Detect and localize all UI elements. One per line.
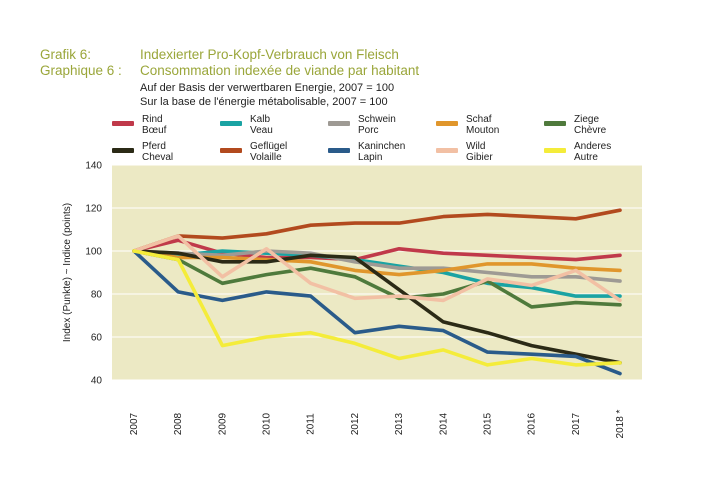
legend-label: Wild Gibier (466, 141, 493, 163)
legend-swatch (112, 121, 134, 126)
series-line-wild (132, 234, 622, 303)
series-line-pferd (132, 249, 622, 365)
legend-label: Rind Bœuf (142, 114, 167, 136)
legend-label: Ziege Chèvre (574, 114, 607, 136)
y-tick-label-80: 80 (91, 290, 103, 301)
legend-label: Geflügel Volaille (250, 141, 288, 163)
x-tick-label-4: 2011 (306, 413, 317, 435)
legend-item-kalb: Kalb Veau (220, 114, 330, 138)
chart-subtitle-de: Auf der Basis der verwertbaren Energie, … (140, 82, 395, 94)
legend-item-schaf: Schaf Mouton (436, 114, 546, 138)
series-line-kaninchen (132, 249, 622, 376)
x-tick-label-9: 2016 (527, 412, 538, 435)
legend-swatch (436, 148, 458, 153)
legend-item-wild: Wild Gibier (436, 141, 546, 165)
x-tick-label-10: 2017 (571, 412, 582, 435)
x-tick-label-3: 2010 (262, 412, 273, 435)
y-tick-label-40: 40 (91, 376, 103, 387)
legend-item-anderes: Anderes Autre (544, 141, 654, 165)
chart-subtitle-fr: Sur la base de l'énergie métabolisable, … (140, 96, 388, 108)
y-tick-label-100: 100 (85, 247, 102, 258)
series-line-gefl-gel (132, 208, 622, 253)
legend-swatch (220, 148, 242, 153)
legend-swatch (544, 148, 566, 153)
series-line-anderes (132, 249, 622, 367)
x-tick-label-0: 2007 (129, 412, 140, 435)
legend-swatch (220, 121, 242, 126)
legend-label: Pferd Cheval (142, 141, 174, 163)
legend-swatch (328, 121, 350, 126)
y-tick-label-120: 120 (85, 204, 102, 215)
legend-label: Schaf Mouton (466, 114, 500, 136)
figure-label-de: Grafik 6: (40, 47, 92, 62)
series-line-schwein (132, 249, 622, 283)
x-tick-label-1: 2008 (173, 412, 184, 435)
chart-title-de: Indexierter Pro-Kopf-Verbrauch von Fleis… (140, 47, 399, 62)
legend-swatch (544, 121, 566, 126)
x-tick-label-2: 2009 (217, 412, 228, 435)
legend-item-gefl-gel: Geflügel Volaille (220, 141, 330, 165)
figure-label-fr: Graphique 6 : (40, 63, 122, 78)
legend-swatch (436, 121, 458, 126)
y-tick-label-140: 140 (85, 161, 102, 172)
x-tick-label-11: 2018 * (615, 409, 626, 438)
legend-label: Schwein Porc (358, 114, 396, 136)
x-tick-label-7: 2014 (438, 412, 449, 435)
legend-item-schwein: Schwein Porc (328, 114, 438, 138)
legend-swatch (328, 148, 350, 153)
legend-label: Anderes Autre (574, 141, 612, 163)
legend-item-kaninchen: Kaninchen Lapin (328, 141, 438, 165)
chart-title-fr: Consommation indexée de viande par habit… (140, 63, 420, 78)
legend-label: Kaninchen Lapin (358, 141, 406, 163)
series-line-kalb (132, 249, 622, 298)
legend-item-rind: Rind Bœuf (112, 114, 222, 138)
x-tick-label-8: 2015 (482, 412, 493, 435)
x-tick-label-5: 2012 (350, 412, 361, 435)
series-line-ziege (132, 249, 622, 309)
y-axis-title: Index (Punkte) ~ Indice (points) (62, 203, 73, 342)
legend-label: Kalb Veau (250, 114, 273, 136)
x-tick-label-6: 2013 (394, 412, 405, 435)
legend-item-ziege: Ziege Chèvre (544, 114, 654, 138)
y-tick-label-60: 60 (91, 333, 103, 344)
legend-swatch (112, 148, 134, 153)
legend-item-pferd: Pferd Cheval (112, 141, 222, 165)
